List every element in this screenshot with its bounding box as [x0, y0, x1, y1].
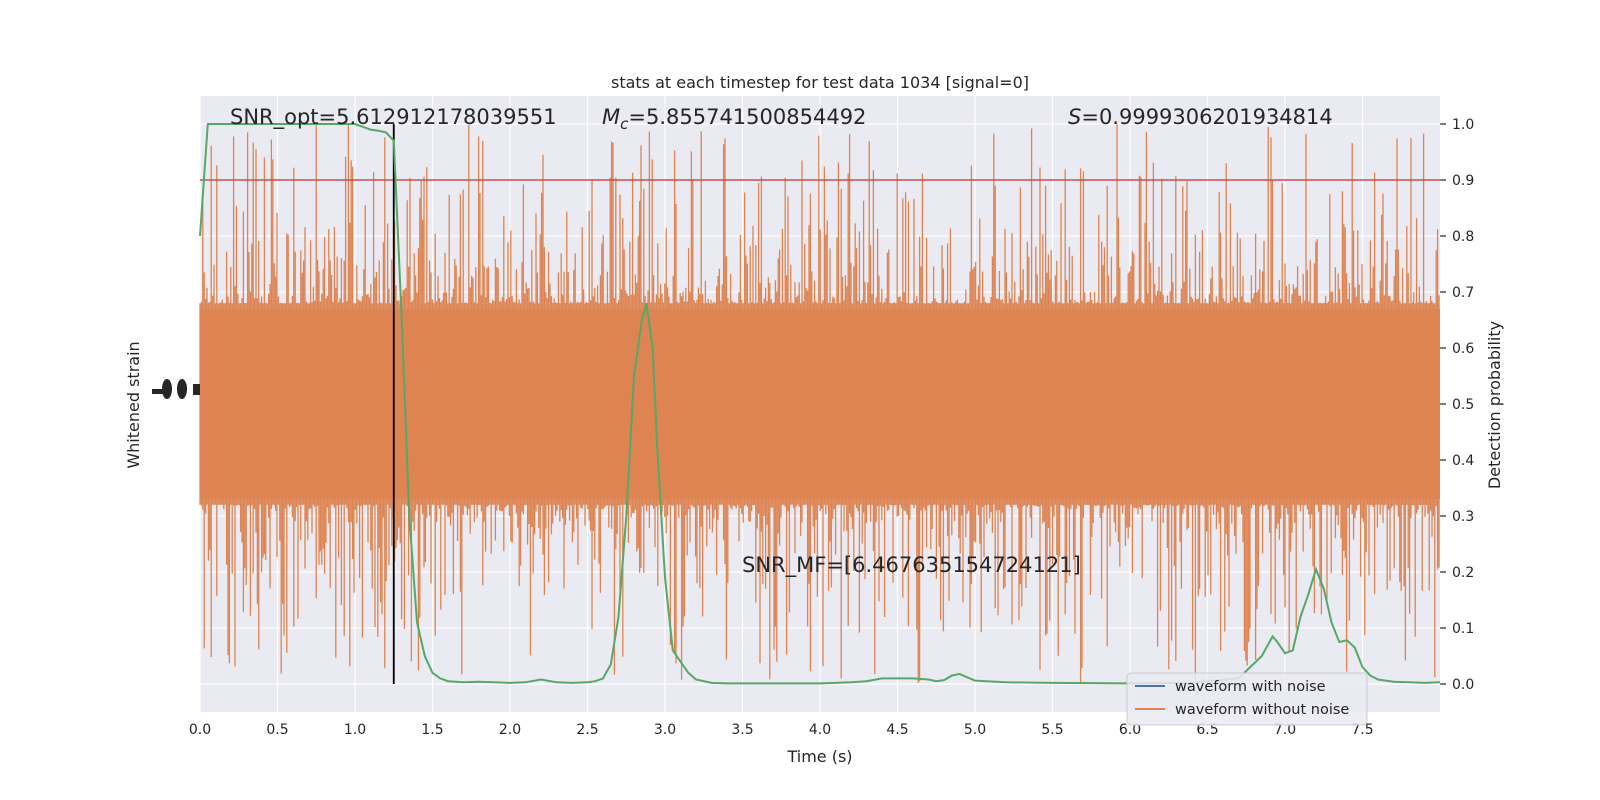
x-tick-label-6: 3.0	[654, 722, 676, 738]
x-tick-label-9: 4.5	[886, 722, 908, 738]
y-tick-label-9: 0.9	[1452, 173, 1474, 189]
y-axis-label-right: Detection probability	[1485, 321, 1504, 489]
annotation-chirp-mass-subscript: c	[620, 115, 629, 133]
x-tick-label-1: 0.5	[266, 722, 288, 738]
x-axis-label: Time (s)	[786, 747, 852, 766]
y-tick-label-7: 0.7	[1452, 285, 1474, 301]
y-tick-label-5: 0.5	[1452, 397, 1474, 413]
x-tick-label-12: 6.0	[1119, 722, 1141, 738]
y-tick-label-6: 0.6	[1452, 341, 1474, 357]
y-ticks-right: 0.0 0.1 0.2 0.3 0.4 0.5 0.6 0.7 0.8 0.9 1.0	[1440, 117, 1474, 693]
legend-label-waveform-without-noise: waveform without noise	[1175, 702, 1349, 718]
x-tick-label-0: 0.0	[189, 722, 211, 738]
legend-label-waveform-with-noise: waveform with noise	[1175, 679, 1326, 695]
annotation-chirp-mass-value: =5.855741500854492	[628, 105, 866, 129]
legend-box	[1126, 672, 1368, 726]
annotation-chirp-mass-symbol: M	[602, 105, 620, 129]
left-axis-overlapping-ticks	[152, 379, 200, 399]
x-tick-label-4: 2.0	[499, 722, 521, 738]
x-tick-label-3: 1.5	[421, 722, 443, 738]
annotation-chirp-mass: Mc=5.855741500854492	[602, 105, 866, 133]
x-tick-label-14: 7.0	[1274, 722, 1296, 738]
series-detection-probability-line	[199, 123, 1441, 685]
x-tick-label-15: 7.5	[1351, 722, 1373, 738]
y-axis-label-left: Whitened strain	[124, 341, 143, 468]
x-ticks: 0.0 0.5 1.0 1.5 2.0 2.5 3.0 3.5 4.0 4.5 5.0 5.5 6.0 6…	[189, 722, 1374, 738]
x-tick-label-10: 5.0	[964, 722, 986, 738]
annotation-snr-mf: SNR_MF=[6.467635154724121]	[742, 553, 1081, 578]
annotation-s-value: =0.9999306201934814	[1081, 105, 1332, 129]
x-tick-label-8: 4.0	[809, 722, 831, 738]
x-tick-label-5: 2.5	[576, 722, 598, 738]
chart-title: stats at each timestep for test data 103…	[611, 73, 1029, 92]
legend: waveform with noise waveform without noi…	[1126, 672, 1368, 726]
y-tick-label-10: 1.0	[1452, 117, 1474, 133]
y-tick-label-2: 0.2	[1452, 565, 1474, 581]
y-tick-label-8: 0.8	[1452, 229, 1474, 245]
x-tick-label-13: 6.5	[1196, 722, 1218, 738]
y-tick-label-3: 0.3	[1452, 509, 1474, 525]
x-tick-label-2: 1.0	[344, 722, 366, 738]
annotation-snr-opt: SNR_opt=5.612912178039551	[230, 105, 557, 130]
x-tick-label-11: 5.5	[1041, 722, 1063, 738]
annotation-s-symbol: S	[1068, 105, 1081, 129]
y-tick-label-4: 0.4	[1452, 453, 1474, 469]
series-waveform-core	[200, 309, 1440, 499]
x-tick-label-7: 3.5	[731, 722, 753, 738]
y-tick-label-0: 0.0	[1452, 677, 1474, 693]
y-tick-label-1: 0.1	[1452, 621, 1474, 637]
annotation-s: S=0.9999306201934814	[1068, 105, 1333, 129]
